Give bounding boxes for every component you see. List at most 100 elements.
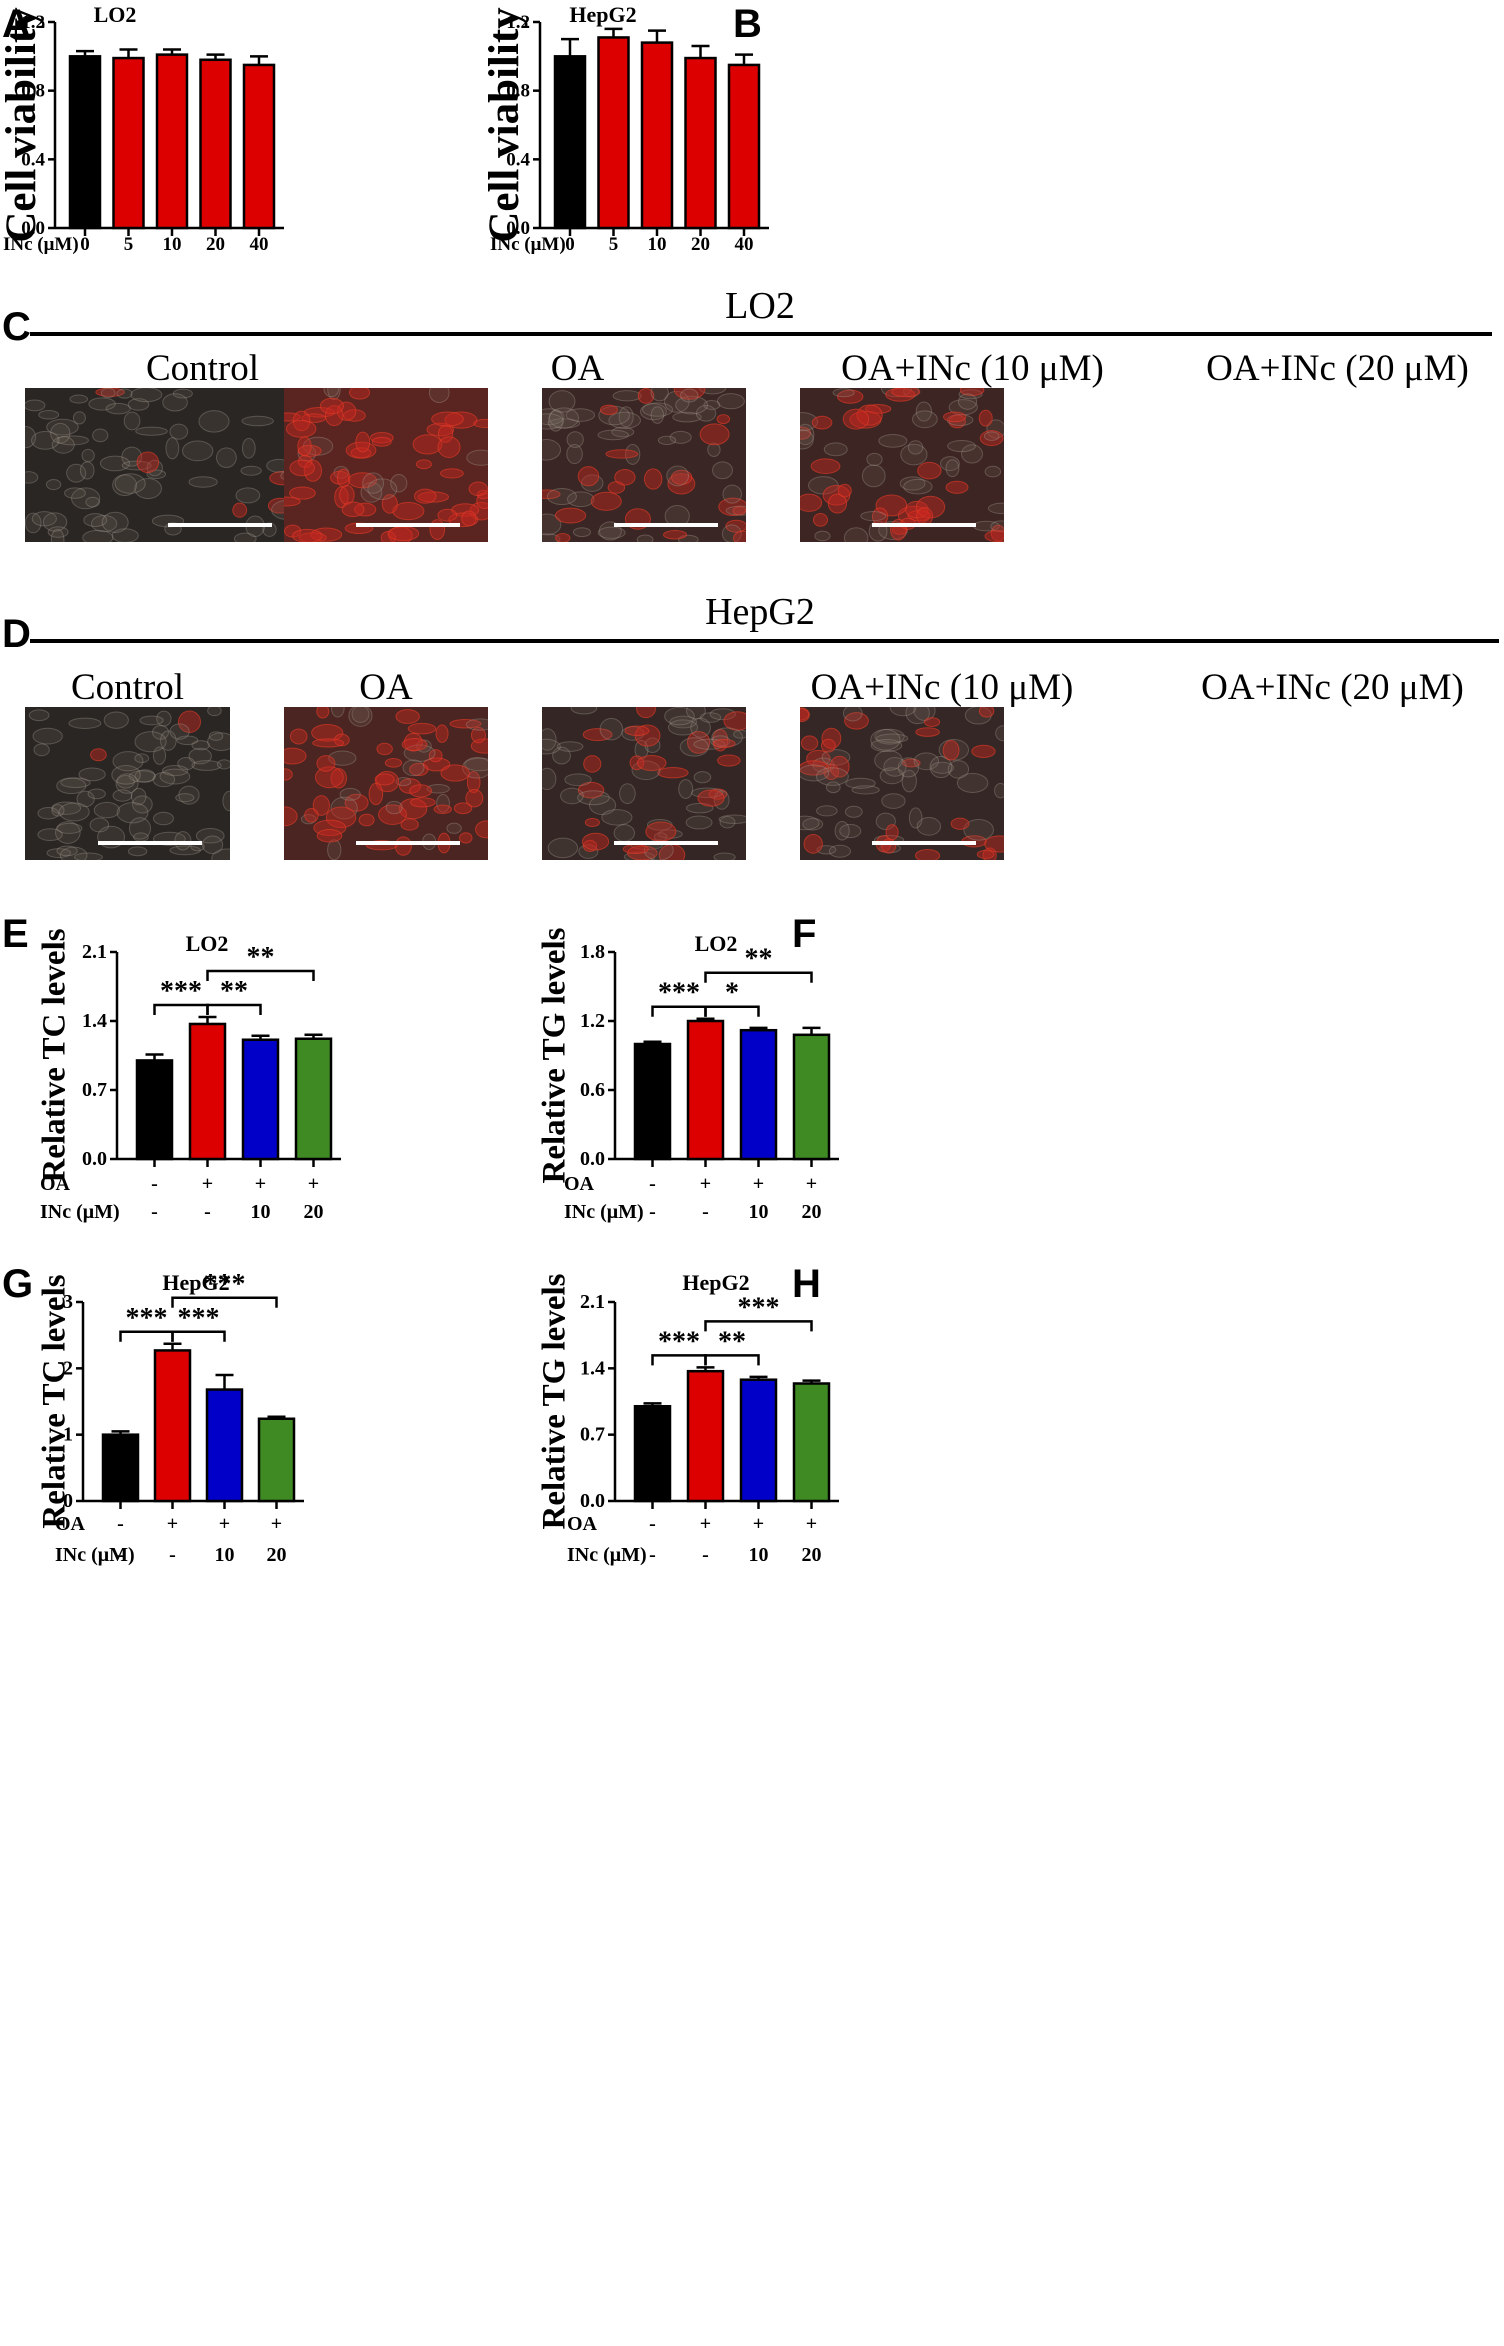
panel-d-rule — [30, 639, 1499, 643]
chart-g-row-label: INc (μM) — [55, 1544, 135, 1566]
chart-a-bar — [68, 55, 102, 230]
chart-a-xtick-label: 5 — [124, 234, 134, 255]
chart-b-bar — [727, 63, 761, 230]
panel-letter-d: D — [2, 612, 31, 656]
panel-letter-f: F — [792, 912, 817, 956]
chart-h-xtick-label: + — [753, 1513, 764, 1535]
chart-a-bar — [112, 56, 145, 230]
chart-f-row-label: OA — [564, 1173, 595, 1195]
panel-c-rule — [30, 332, 1492, 336]
panel-letter-c: C — [2, 305, 31, 349]
panel-c-label-oa-inc10: OA+INc (10 μM) — [841, 348, 1104, 389]
panel-letter-b: B — [733, 2, 762, 46]
micrograph-hepg2-control — [25, 707, 230, 860]
chart-g-xtick-label: - — [117, 1513, 124, 1535]
chart-h-xtick-label: - — [702, 1544, 709, 1566]
chart-h-sig-label: ** — [718, 1326, 746, 1357]
chart-h-sig-label: *** — [738, 1292, 780, 1323]
panel-letter-g: G — [2, 1262, 34, 1306]
panel-c-label-control: Control — [145, 348, 260, 389]
chart-a-ytick-label: 0.4 — [21, 149, 45, 170]
panel-d-label-oa-inc20: OA+INc (20 μM) — [1201, 667, 1464, 708]
chart-e-xtick-label: - — [151, 1173, 158, 1195]
cell-texture — [28, 707, 230, 860]
panel-c-label-oa-inc20: OA+INc (20 μM) — [1206, 348, 1469, 389]
chart-h-title: HepG2 — [682, 1270, 749, 1295]
chart-e-bar — [135, 1059, 174, 1161]
chart-g-ytick-label: 0 — [63, 1490, 73, 1512]
chart-b-ytick-label: 0.0 — [506, 218, 530, 239]
scale-bar — [356, 523, 460, 527]
panel-d-header: HepG2 — [705, 591, 815, 633]
chart-e-xtick-label: + — [308, 1173, 319, 1195]
chart-g-xtick-label: 20 — [267, 1544, 287, 1566]
chart-g-ylabel: Relative TC levels — [37, 1274, 73, 1528]
chart-f-sig-label: *** — [658, 978, 700, 1009]
chart-e-xtick-label: + — [202, 1173, 213, 1195]
chart-a-ytick-label: 0.0 — [21, 218, 45, 239]
chart-b-xtick-label: 0 — [565, 234, 575, 255]
chart-b-xtick-label: 10 — [648, 234, 667, 255]
panel-d-label-oa-inc10: OA+INc (10 μM) — [810, 667, 1074, 708]
micrograph-hepg2-oa-inc20 — [800, 707, 1004, 860]
micrograph-lo2-oa — [284, 388, 488, 542]
chart-g-ytick-label: 2 — [63, 1357, 73, 1379]
chart-e-ytick-label: 2.1 — [82, 941, 107, 963]
micrograph-lo2-oa-inc10 — [542, 388, 746, 542]
chart-h-xtick-label: + — [806, 1513, 817, 1535]
chart-a-ylabel: Cell viability — [0, 7, 45, 243]
chart-a-xtick-label: 20 — [206, 234, 225, 255]
chart-f-bar — [686, 1019, 725, 1161]
chart-e-bar — [241, 1038, 280, 1161]
chart-h-xtick-label: 10 — [749, 1544, 769, 1566]
chart-f-xtick-label: + — [806, 1173, 817, 1195]
chart-e-xtick-label: - — [151, 1201, 158, 1223]
chart-g-sig-label: *** — [178, 1303, 220, 1334]
chart-e-title: LO2 — [186, 931, 229, 956]
cell-texture — [800, 388, 1004, 542]
chart-a-bar — [199, 58, 232, 230]
chart-a-ytick-label: 1.2 — [21, 12, 45, 33]
chart-g-xtick-label: - — [117, 1544, 124, 1566]
chart-f-xtick-label: 10 — [749, 1201, 769, 1223]
chart-e-ytick-label: 0.0 — [82, 1148, 107, 1170]
chart-g-bar — [205, 1388, 244, 1503]
chart-a-xtick-label: 10 — [163, 234, 182, 255]
chart-b-bar — [597, 36, 630, 230]
chart-b-ytick-label: 0.4 — [506, 149, 530, 170]
chart-h-bar — [792, 1382, 831, 1503]
chart-e-row-label: INc (μM) — [40, 1201, 120, 1223]
cell-texture — [542, 388, 746, 542]
chart-e-sig-label: ** — [220, 976, 248, 1007]
chart-b-bar — [640, 41, 674, 230]
panel-letter-a: A — [2, 2, 31, 46]
panel-letter-e: E — [2, 912, 29, 956]
chart-g-sig-bracket — [171, 1296, 278, 1308]
scale-bar — [872, 841, 976, 845]
chart-f-xtick-label: + — [700, 1173, 711, 1195]
chart-g-sig-bracket — [171, 1330, 226, 1342]
chart-b-title: HepG2 — [569, 2, 636, 27]
micrograph-hepg2-oa-inc10 — [542, 707, 746, 860]
chart-g-bar — [153, 1349, 192, 1503]
chart-f-row-label: INc (μM) — [564, 1201, 644, 1223]
chart-e-xtick-label: 10 — [251, 1201, 271, 1223]
chart-h-xtick-label: 20 — [802, 1544, 822, 1566]
chart-a-title: LO2 — [94, 2, 137, 27]
chart-e-sig-bracket — [206, 1003, 262, 1016]
chart-f-bar — [739, 1028, 778, 1161]
chart-h-sig-bracket — [704, 1354, 760, 1366]
chart-h-bar — [739, 1378, 778, 1503]
chart-g-xtick-label: + — [167, 1513, 178, 1535]
chart-a-xtick-label: 0 — [80, 234, 90, 255]
panel-letter-h: H — [792, 1262, 821, 1306]
chart-e-sig-label: ** — [247, 942, 275, 973]
chart-b-bar — [684, 56, 717, 230]
chart-e-xtick-label: + — [255, 1173, 266, 1195]
chart-f-sig-label: * — [725, 978, 739, 1009]
chart-h-ytick-label: 1.4 — [580, 1357, 605, 1379]
chart-b-row-label: INc (μM) — [490, 234, 566, 255]
panel-d-label-control: Control — [70, 667, 185, 708]
chart-a-row-label: INc (μM) — [3, 234, 79, 255]
